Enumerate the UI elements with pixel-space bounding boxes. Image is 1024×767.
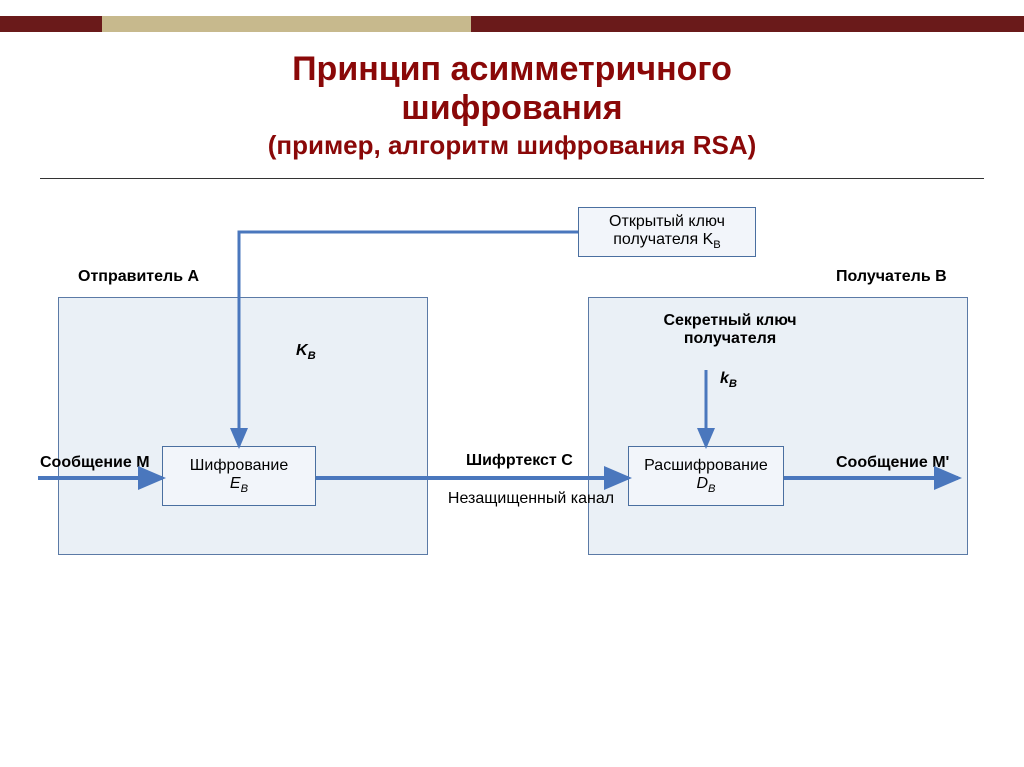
label-ciphertext: Шифртекст C — [466, 452, 573, 470]
label-receiver: Получатель B — [836, 268, 947, 286]
diagram-canvas: Открытый ключ получателя KB Шифрование E… — [0, 0, 1024, 767]
label-channel: Незащищенный канал — [446, 490, 616, 508]
node-decrypt: Расшифрование DB — [628, 446, 784, 506]
node-public-key: Открытый ключ получателя KB — [578, 207, 756, 257]
label-secret-key: Секретный ключ получателя — [640, 312, 820, 348]
decrypt-label: Расшифрование — [644, 457, 768, 475]
label-kb-small: kB — [720, 370, 737, 390]
label-sender: Отправитель A — [78, 268, 199, 286]
label-message-out: Сообщение M' — [836, 454, 949, 472]
encrypt-label: Шифрование — [190, 457, 288, 475]
label-kb: KB — [296, 342, 316, 362]
decrypt-symbol: DB — [696, 475, 715, 495]
panel-sender — [58, 297, 428, 555]
public-key-text: Открытый ключ получателя KB — [585, 213, 749, 251]
label-message-in: Сообщение M — [40, 454, 150, 472]
node-encrypt: Шифрование EB — [162, 446, 316, 506]
encrypt-symbol: EB — [230, 475, 248, 495]
